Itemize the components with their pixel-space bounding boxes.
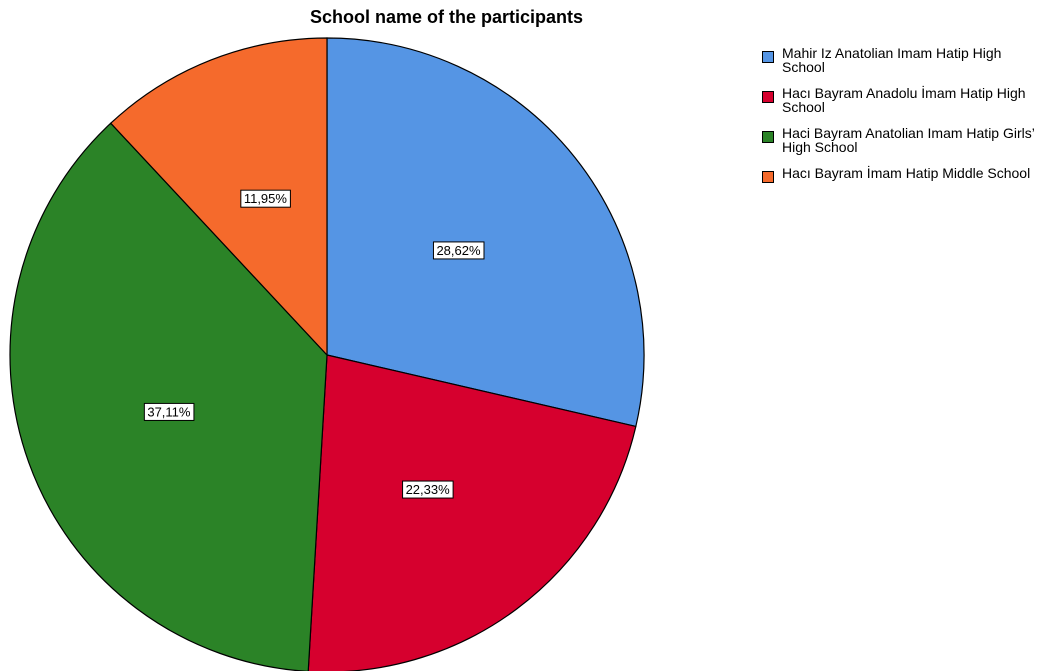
- legend: Mahir Iz Anatolian Imam Hatip High Schoo…: [762, 46, 1046, 206]
- legend-label: Mahir Iz Anatolian Imam Hatip High Schoo…: [782, 45, 1002, 75]
- legend-label: Haci Bayram Anatolian Imam Hatip Girls’ …: [782, 125, 1035, 155]
- legend-item: Mahir Iz Anatolian Imam Hatip High Schoo…: [762, 46, 1046, 86]
- legend-swatch-icon: [762, 131, 774, 143]
- pie-slice: [326, 37, 645, 428]
- slice-label: 11,95%: [240, 189, 291, 208]
- slice-label-box: [432, 241, 485, 260]
- slice-label-text: 28,62%: [436, 243, 481, 258]
- pie-slice: [9, 122, 328, 671]
- legend-swatch-icon: [762, 171, 774, 183]
- legend-swatch-icon: [762, 91, 774, 103]
- slice-label: 28,62%: [432, 241, 485, 260]
- legend-item: Hacı Bayram İmam Hatip Middle School: [762, 166, 1046, 206]
- slice-label-text: 37,11%: [147, 404, 191, 419]
- legend-swatch-icon: [762, 51, 774, 63]
- pie-slice-labels: 28,62% 22,33% 37,11% 11,95%: [143, 189, 485, 499]
- legend-label: Hacı Bayram Anadolu İmam Hatip High Scho…: [782, 85, 1026, 115]
- legend-label: Hacı Bayram İmam Hatip Middle School: [782, 165, 1031, 181]
- chart-title: School name of the participants: [310, 7, 584, 27]
- slice-label: 22,33%: [402, 480, 454, 499]
- legend-item: Hacı Bayram Anadolu İmam Hatip High Scho…: [762, 86, 1046, 126]
- pie-slices: [9, 37, 645, 671]
- slice-label: 37,11%: [143, 402, 195, 421]
- slice-label-box: [143, 402, 195, 421]
- pie-slice: [307, 354, 637, 671]
- slice-label-box: [240, 189, 291, 208]
- slice-label-box: [402, 480, 454, 499]
- pie-slice: [109, 37, 328, 357]
- legend-item: Haci Bayram Anatolian Imam Hatip Girls’ …: [762, 126, 1046, 166]
- slice-label-text: 22,33%: [406, 482, 451, 497]
- slice-label-text: 11,95%: [244, 191, 288, 206]
